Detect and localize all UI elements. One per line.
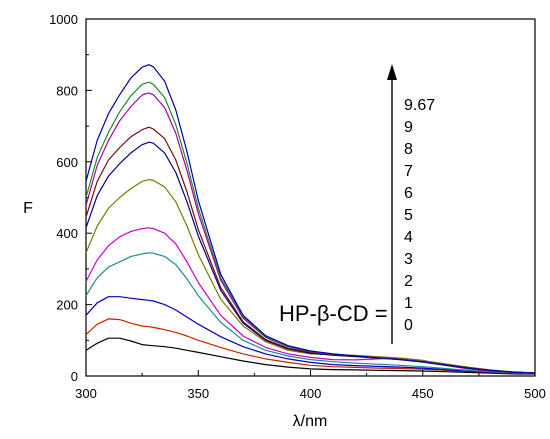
series-line-9	[85, 81, 536, 374]
concentration-label-7: 3	[404, 251, 413, 268]
y-tick-label-4: 800	[56, 83, 78, 98]
series-line-3	[85, 252, 536, 375]
x-tick-label-1: 350	[187, 386, 209, 401]
series-line-8	[85, 92, 536, 374]
series-line-10	[85, 64, 536, 374]
y-tick-label-1: 200	[56, 298, 78, 313]
concentration-label-10: 0	[404, 317, 413, 334]
x-tick-label-4: 500	[524, 386, 546, 401]
concentration-label-8: 2	[404, 273, 413, 290]
hp-beta-cd-label: HP-β-CD =	[279, 301, 388, 326]
y-tick-label-2: 400	[56, 226, 78, 241]
series-line-7	[85, 126, 536, 374]
y-tick-label-3: 600	[56, 155, 78, 170]
x-tick-label-3: 450	[412, 386, 434, 401]
concentration-label-2: 8	[404, 141, 413, 158]
series-line-0	[85, 337, 536, 375]
series-line-6	[85, 141, 536, 374]
series-layer	[85, 64, 536, 375]
concentration-label-9: 1	[404, 295, 413, 312]
series-line-2	[85, 296, 536, 375]
concentration-label-6: 4	[404, 229, 413, 246]
concentration-label-5: 5	[404, 207, 413, 224]
concentration-label-3: 7	[404, 163, 413, 180]
concentration-labels: 9.67 9 8 7 6 5 4 3 2 1 0	[404, 97, 435, 334]
x-tick-label-2: 400	[300, 386, 322, 401]
concentration-label-1: 9	[404, 119, 413, 136]
y-tick-label-5: 1000	[49, 12, 78, 27]
concentration-label-0: 9.67	[404, 97, 435, 114]
concentration-label-4: 6	[404, 185, 413, 202]
y-tick-label-0: 0	[71, 369, 78, 384]
series-line-5	[85, 179, 536, 374]
series-line-1	[85, 318, 536, 375]
x-axis-title: λ/nm	[293, 413, 328, 430]
y-axis-title: F	[23, 200, 33, 217]
x-tick-label-0: 300	[75, 386, 97, 401]
concentration-arrow-head	[387, 64, 397, 80]
